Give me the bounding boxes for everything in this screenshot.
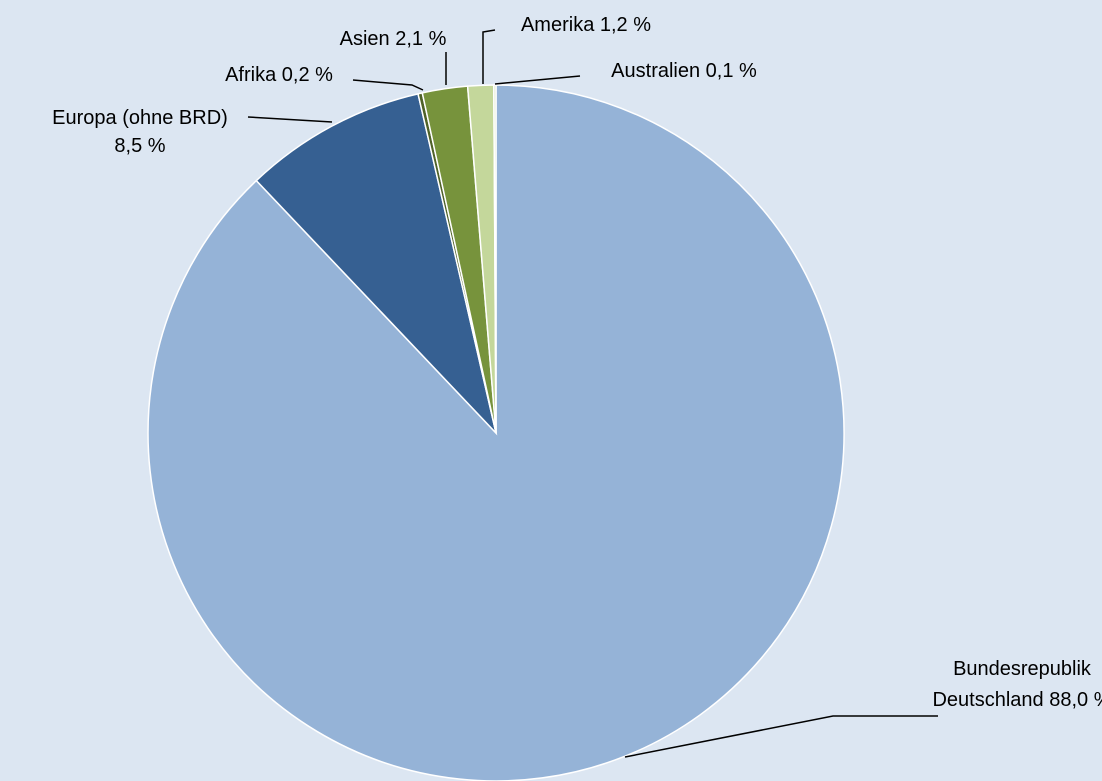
slice-australien — [493, 84, 497, 434]
label-asien: Asien 2,1 % — [340, 28, 447, 50]
label-australien: Australien 0,1 % — [611, 60, 757, 82]
slice-bundesrepublik-deutschland — [147, 84, 845, 781]
label-europa-ohne-brd-line-2: 8,5 % — [114, 135, 165, 157]
label-europa-ohne-brd-line-1: Europa (ohne BRD) — [52, 107, 228, 129]
label-amerika-leader-line — [482, 29, 496, 84]
label-europa-ohne-brd-leader-line — [247, 116, 333, 123]
label-amerika: Amerika 1,2 % — [521, 14, 651, 36]
label-afrika: Afrika 0,2 % — [225, 64, 333, 86]
slice-europa-ohne-brd — [255, 92, 498, 436]
label-bundesrepublik-deutschland-line-2: Deutschland 88,0 % — [932, 689, 1102, 711]
label-bundesrepublik-deutschland-leader-line — [624, 715, 938, 758]
label-afrika-leader-line — [352, 79, 424, 91]
label-australien-leader-line — [494, 75, 581, 85]
label-bundesrepublik-deutschland-line-1: Bundesrepublik — [953, 658, 1092, 680]
